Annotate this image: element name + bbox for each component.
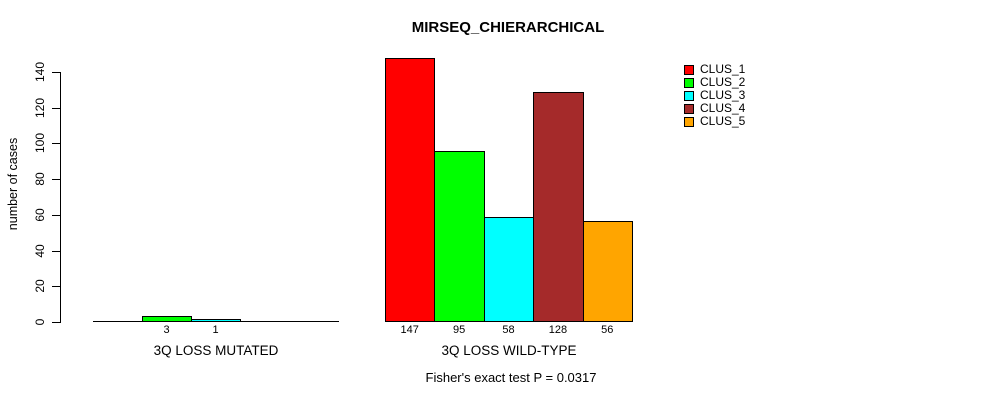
bar-value-label-clus_5-wildtype: 56 (601, 324, 614, 336)
legend-color-swatch (684, 90, 694, 101)
y-axis-line (60, 72, 61, 323)
bar-value-label-clus_3-mutated: 1 (212, 324, 219, 336)
y-axis-tick-label: 80 (33, 172, 47, 186)
x-axis-group-label-mutated: 3Q LOSS MUTATED (153, 343, 279, 358)
y-axis-tick (52, 215, 60, 216)
y-axis-tick-label: 40 (33, 244, 47, 258)
y-axis-tick (52, 251, 60, 252)
bar-value-label-clus_2-wildtype: 95 (452, 324, 466, 336)
bar-clus_5-wildtype (582, 221, 633, 322)
y-axis-tick (52, 72, 60, 73)
y-axis-tick (52, 108, 60, 109)
y-axis-tick-label: 140 (33, 61, 47, 83)
bar-clus_3-mutated (191, 319, 241, 322)
fisher-test-annotation: Fisher's exact test P = 0.0317 (425, 370, 597, 385)
legend-item-clus_2: CLUS_2 (684, 75, 746, 89)
y-axis-tick (52, 322, 60, 323)
legend-item-clus_5: CLUS_5 (684, 114, 746, 128)
bar-clus_1-wildtype (385, 58, 436, 322)
chart-title: MIRSEQ_CHIERARCHICAL (411, 19, 605, 36)
legend-label: CLUS_4 (700, 101, 746, 115)
legend-item-clus_4: CLUS_4 (684, 101, 746, 115)
y-axis-tick-label: 0 (33, 318, 47, 326)
bar-value-label-clus_3-wildtype: 58 (502, 324, 515, 336)
legend-color-swatch (684, 116, 694, 127)
y-axis-tick-label: 100 (33, 132, 47, 154)
legend-item-clus_3: CLUS_3 (684, 88, 746, 102)
bar-value-label-clus_1-wildtype: 147 (400, 324, 419, 336)
legend-item-clus_1: CLUS_1 (684, 62, 746, 76)
legend-label: CLUS_3 (700, 88, 746, 102)
legend-color-swatch (684, 64, 694, 75)
bar-value-label-clus_2-mutated: 3 (163, 324, 170, 336)
bar-clus_4-mutated (240, 321, 290, 322)
y-axis-tick (52, 143, 60, 144)
bar-clus_4-wildtype (533, 92, 584, 322)
bar-value-label-clus_4-wildtype: 128 (548, 324, 568, 336)
bar-clus_2-mutated (142, 316, 192, 322)
legend-label: CLUS_2 (700, 75, 746, 89)
y-axis-tick (52, 179, 60, 180)
y-axis-tick-label: 60 (33, 208, 47, 222)
x-axis-group-label-wildtype: 3Q LOSS WILD-TYPE (441, 343, 577, 358)
y-axis-tick (52, 286, 60, 287)
legend-label: CLUS_5 (700, 114, 746, 128)
y-axis-tick-label: 120 (33, 97, 47, 119)
bar-clus_5-mutated (289, 321, 339, 322)
legend: CLUS_1 CLUS_2 CLUS_3 CLUS_4 CLUS_5 (684, 62, 746, 128)
legend-color-swatch (684, 77, 694, 88)
legend-color-swatch (684, 103, 694, 114)
bar-clus_1-mutated (93, 321, 143, 322)
bar-clus_2-wildtype (434, 151, 485, 322)
bar-clus_3-wildtype (483, 217, 535, 322)
y-axis-tick-label: 20 (33, 279, 47, 293)
legend-label: CLUS_1 (700, 62, 746, 76)
y-axis-title: number of cases (6, 137, 20, 231)
